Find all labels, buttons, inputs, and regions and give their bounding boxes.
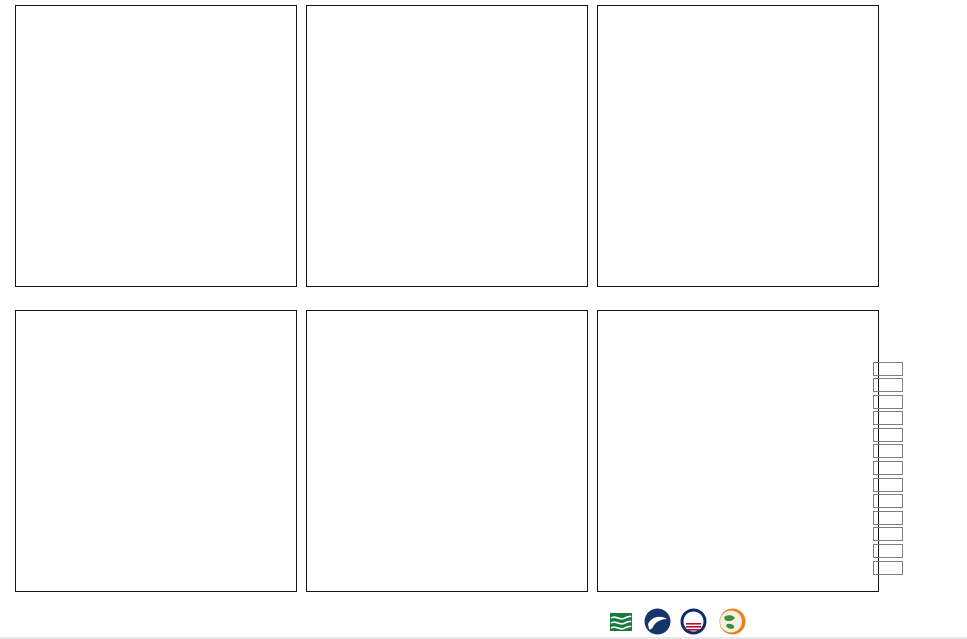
legend-swatch bbox=[873, 461, 903, 476]
noaa-logo-icon bbox=[644, 608, 671, 635]
legend-item bbox=[873, 560, 967, 575]
legend-item bbox=[873, 378, 967, 393]
legend-item bbox=[873, 361, 967, 376]
precip-map-canvas bbox=[307, 311, 587, 591]
forecast-panel-30may bbox=[597, 307, 879, 592]
forecast-panel-27may bbox=[597, 2, 879, 287]
legend-swatch bbox=[873, 544, 903, 559]
legend-swatch bbox=[873, 378, 903, 393]
legend-swatch bbox=[873, 510, 903, 525]
precip-map bbox=[15, 310, 297, 592]
fewsnet-globe-icon bbox=[719, 608, 746, 635]
forecast-panel-26may bbox=[306, 2, 588, 287]
precip-map bbox=[597, 5, 879, 287]
legend-item bbox=[873, 411, 967, 426]
precip-map bbox=[597, 310, 879, 592]
window-bottom-edge bbox=[0, 637, 967, 639]
precip-map-canvas bbox=[598, 6, 878, 286]
legend-item bbox=[873, 394, 967, 409]
usgs-logo bbox=[610, 612, 635, 631]
usgs-wave-icon bbox=[610, 612, 632, 631]
legend-swatch bbox=[873, 477, 903, 492]
usaid-logo bbox=[680, 608, 710, 635]
fewsnet-logo bbox=[719, 608, 749, 635]
legend-item bbox=[873, 527, 967, 542]
precip-map-canvas bbox=[598, 311, 878, 591]
precip-legend bbox=[873, 358, 967, 578]
forecast-panel-25may bbox=[15, 2, 297, 287]
forecast-panel-28may bbox=[15, 307, 297, 592]
forecast-panel-29may bbox=[306, 307, 588, 592]
legend-item bbox=[873, 494, 967, 509]
precip-map bbox=[306, 5, 588, 287]
precip-map-canvas bbox=[307, 6, 587, 286]
precip-map-canvas bbox=[16, 6, 296, 286]
legend-swatch bbox=[873, 527, 903, 542]
legend-swatch bbox=[873, 494, 903, 509]
legend-swatch bbox=[873, 361, 903, 376]
legend-swatch bbox=[873, 444, 903, 459]
legend-swatch bbox=[873, 560, 903, 575]
usaid-seal-icon bbox=[680, 608, 707, 635]
precip-map bbox=[306, 310, 588, 592]
legend-item bbox=[873, 510, 967, 525]
legend-item bbox=[873, 427, 967, 442]
legend-swatch bbox=[873, 411, 903, 426]
precip-map-canvas bbox=[16, 311, 296, 591]
legend-item bbox=[873, 444, 967, 459]
legend-item bbox=[873, 461, 967, 476]
legend-swatch bbox=[873, 427, 903, 442]
legend-swatch bbox=[873, 394, 903, 409]
agency-logos bbox=[610, 606, 749, 637]
legend-item bbox=[873, 544, 967, 559]
legend-item bbox=[873, 477, 967, 492]
precip-map bbox=[15, 5, 297, 287]
